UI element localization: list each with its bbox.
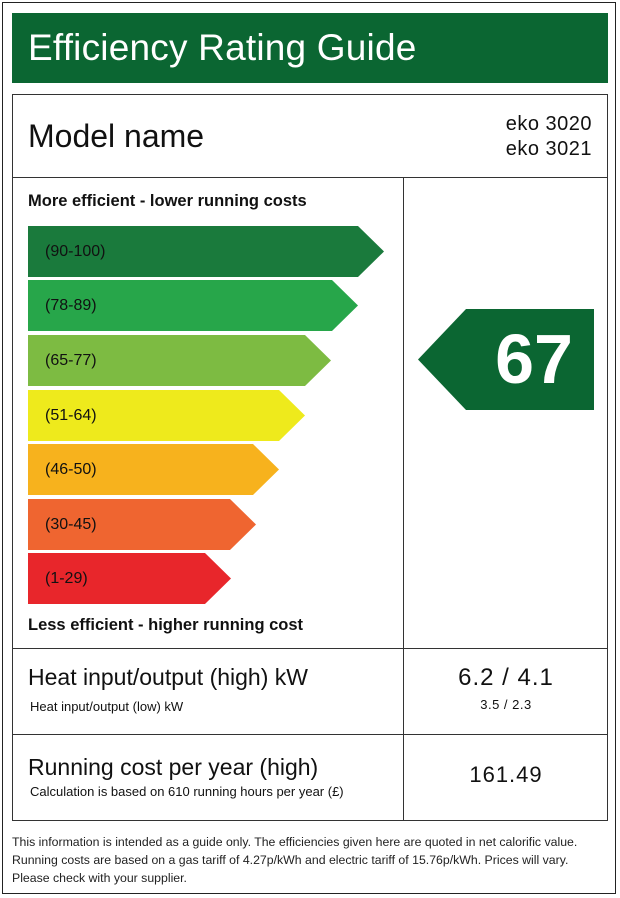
band-bar: (65-77) [28, 335, 331, 386]
band-label: (30-45) [45, 516, 97, 533]
divider-model [12, 177, 608, 178]
band-label: (90-100) [45, 243, 106, 260]
band-bar: (1-29) [28, 553, 231, 604]
heat-high-value: 6.2 / 4.1 [458, 664, 554, 691]
band-label: (65-77) [45, 352, 97, 369]
model-name-value: eko 3020 [505, 113, 592, 135]
model-name-value: eko 3021 [505, 138, 592, 160]
running-cost-sub-label: Calculation is based on 610 running hour… [30, 784, 344, 799]
column-divider [403, 177, 404, 821]
heat-label: Heat input/output (high) kW [28, 664, 308, 690]
rating-card [12, 94, 608, 821]
band-bar: (78-89) [28, 280, 358, 331]
divider-heat [12, 734, 608, 735]
rating-arrow: 67 [418, 309, 594, 410]
heat-sub-label: Heat input/output (low) kW [30, 699, 184, 714]
band-label: (1-29) [45, 570, 88, 587]
band-label: (51-64) [45, 407, 97, 424]
page-title: Efficiency Rating Guide [28, 27, 417, 68]
running-cost-label: Running cost per year (high) [28, 754, 319, 780]
band-label: (78-89) [45, 297, 97, 314]
model-name-label: Model name [28, 118, 205, 154]
title-banner: Efficiency Rating Guide [12, 13, 608, 83]
band-bar: (51-64) [28, 390, 305, 441]
scale-bottom-caption: Less efficient - higher running cost [28, 616, 304, 634]
heat-low-value: 3.5 / 2.3 [480, 697, 532, 712]
running-cost-value: 161.49 [469, 762, 543, 787]
band-bar: (46-50) [28, 444, 279, 495]
disclaimer-text: This information is intended as a guide … [12, 835, 578, 885]
rating-value: 67 [495, 320, 573, 398]
band-bar: (90-100) [28, 226, 384, 277]
band-label: (46-50) [45, 461, 97, 478]
band-bar: (30-45) [28, 499, 256, 550]
divider-scale [12, 648, 608, 649]
model-name-values: eko 3020 eko 3021 [506, 112, 592, 162]
scale-top-caption: More efficient - lower running costs [28, 192, 307, 210]
